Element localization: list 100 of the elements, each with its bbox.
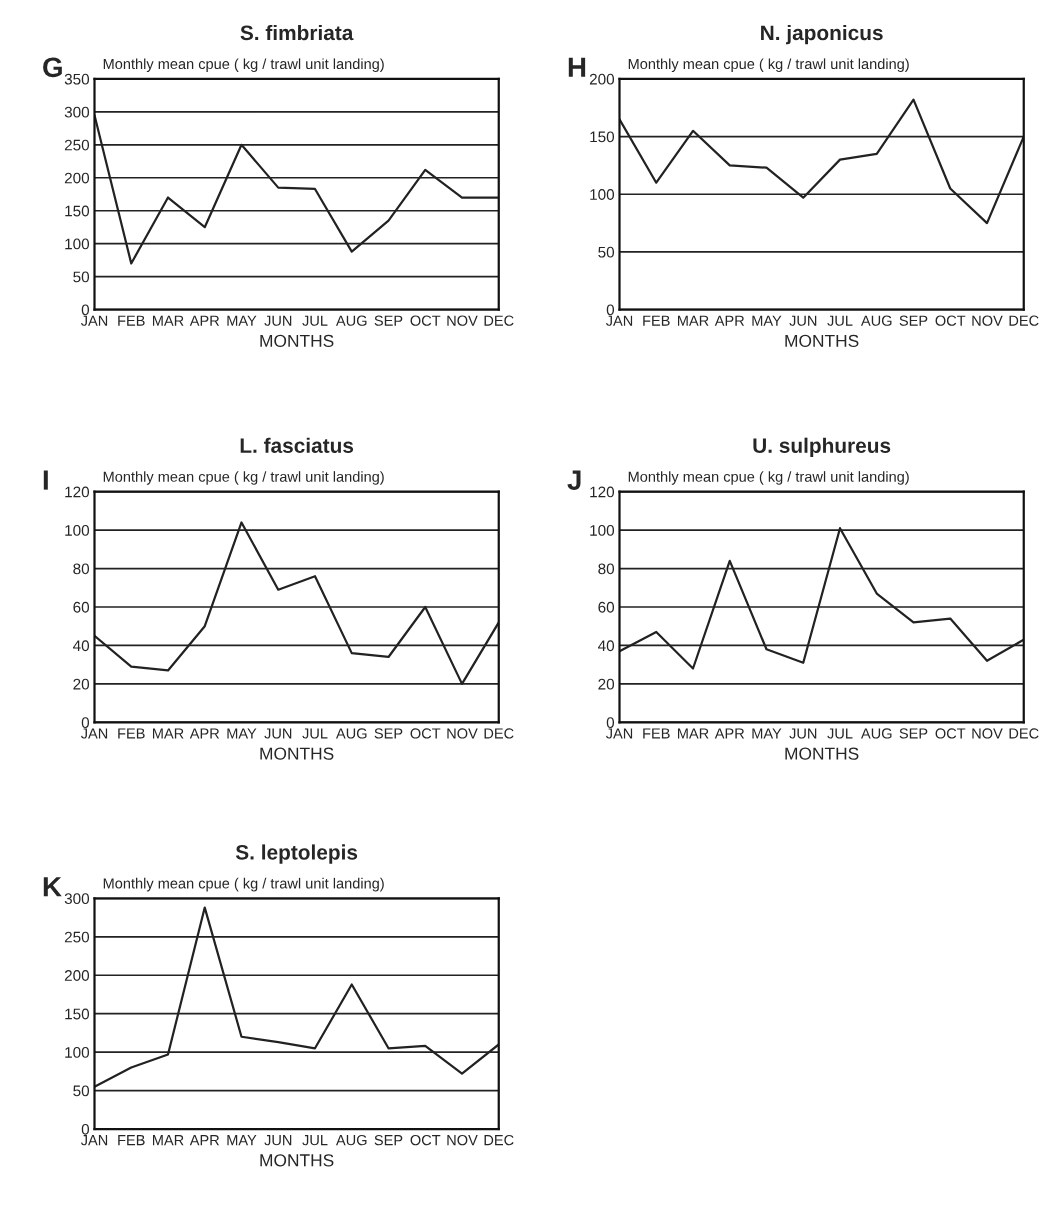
y-tick-label: 100 <box>65 1047 90 1058</box>
x-tick-label: JUL <box>302 1135 328 1146</box>
text: J <box>567 470 581 490</box>
x-tick-label: FEB <box>118 728 145 739</box>
x-tick-label: NOV <box>972 728 1003 739</box>
x-tick-label: DEC <box>484 728 514 739</box>
x-tick-label: JAN <box>80 1135 108 1146</box>
x-axis-title: MONTHS <box>785 747 859 760</box>
x-tick-label: MAR <box>152 315 184 326</box>
chart-title: U. sulphureus <box>753 437 891 458</box>
y-tick-label: 100 <box>590 189 615 200</box>
x-tick-label: JUL <box>827 315 853 326</box>
x-tick-label: OCT <box>410 315 441 326</box>
y-tick-label: 20 <box>73 678 90 690</box>
x-axis-title: MONTHS <box>785 334 859 348</box>
x-tick-label: MAR <box>677 728 709 739</box>
y-tick-label: 300 <box>64 106 90 118</box>
y-tick-label: 150 <box>65 1008 90 1020</box>
x-tick-label: OCT <box>410 1134 441 1146</box>
y-axis-title: Monthly mean cpue ( kg / trawl unit landing) <box>103 471 384 485</box>
y-tick-label: 0 <box>81 717 90 729</box>
x-tick-label: MAR <box>152 728 184 739</box>
y-tick-label: 100 <box>65 238 90 250</box>
x-tick-label: MAY <box>227 315 257 326</box>
line-series <box>619 527 1024 670</box>
y-tick-label: 200 <box>64 970 90 981</box>
y-tick-label: 0 <box>606 304 615 316</box>
y-tick-label: 60 <box>598 601 615 613</box>
y-tick-label: 20 <box>598 678 615 690</box>
y-tick-label: 40 <box>73 640 90 652</box>
x-tick-label: AUG <box>335 315 367 326</box>
x-tick-label: JUL <box>302 728 328 739</box>
x-tick-label: FEB <box>643 728 670 739</box>
y-axis-title: Monthly mean cpue ( kg / trawl unit landing) <box>103 58 384 72</box>
x-tick-label: DEC <box>484 1134 514 1146</box>
x-tick-label: JAN <box>605 728 633 739</box>
x-tick-label: SEP <box>374 315 403 326</box>
x-tick-label: OCT <box>935 728 966 739</box>
y-axis-title: Monthly mean cpue ( kg / trawl unit landing) <box>628 58 909 72</box>
y-tick-label: 60 <box>73 601 90 613</box>
x-tick-label: JAN <box>80 315 108 326</box>
x-tick-label: APR <box>189 1135 220 1146</box>
y-tick-label: 100 <box>590 524 615 536</box>
y-tick-label: 150 <box>590 131 615 143</box>
y-tick-label: 120 <box>65 486 90 498</box>
x-tick-label: AUG <box>860 315 892 326</box>
x-tick-label: NOV <box>972 315 1003 326</box>
x-tick-label: FEB <box>118 315 145 326</box>
y-tick-label: 50 <box>598 246 615 258</box>
y-tick-label: 0 <box>606 717 615 729</box>
x-tick-label: MAY <box>227 1135 257 1146</box>
x-tick-label: JUN <box>264 728 292 739</box>
x-tick-label: AUG <box>335 728 367 739</box>
x-tick-label: MAY <box>227 728 257 739</box>
x-tick-label: OCT <box>410 728 441 739</box>
y-tick-label: 80 <box>73 563 90 575</box>
x-tick-label: SEP <box>899 728 928 739</box>
line-series <box>94 906 499 1088</box>
x-tick-label: AUG <box>860 728 892 739</box>
x-axis-title: MONTHS <box>260 747 334 760</box>
x-tick-label: APR <box>189 728 220 739</box>
x-tick-label: FEB <box>643 315 670 326</box>
x-tick-label: DEC <box>484 315 514 326</box>
y-tick-label: 100 <box>65 524 90 536</box>
y-tick-label: 120 <box>590 486 615 498</box>
x-tick-label: MAY <box>752 315 782 326</box>
y-tick-label: 0 <box>81 304 90 316</box>
x-tick-label: FEB <box>118 1135 145 1146</box>
y-axis-title: Monthly mean cpue ( kg / trawl unit landing) <box>103 877 384 892</box>
x-tick-label: NOV <box>447 1134 478 1146</box>
x-axis-title: MONTHS <box>260 334 334 348</box>
y-tick-label: 50 <box>73 271 90 283</box>
x-axis-title: MONTHS <box>260 1154 334 1167</box>
text: I <box>43 470 48 490</box>
y-tick-label: 300 <box>64 893 90 905</box>
x-tick-label: JUN <box>789 315 817 326</box>
y-tick-label: 80 <box>598 563 615 575</box>
y-tick-label: 250 <box>64 139 90 151</box>
x-tick-label: DEC <box>1009 728 1039 739</box>
chart-title: L. fasciatus <box>240 437 354 453</box>
y-tick-label: 250 <box>64 931 90 943</box>
x-tick-label: SEP <box>374 1134 403 1146</box>
x-tick-label: APR <box>189 315 220 326</box>
chart-title: S. leptolepis <box>235 844 358 864</box>
y-tick-label: 0 <box>81 1123 90 1135</box>
x-tick-label: DEC <box>1009 315 1039 326</box>
y-tick-label: 40 <box>598 640 615 652</box>
y-axis-title: Monthly mean cpue ( kg / trawl unit landing) <box>628 471 909 485</box>
x-tick-label: AUG <box>335 1134 367 1146</box>
x-tick-label: MAR <box>677 315 709 326</box>
chart-title: N. japonicus <box>761 24 883 45</box>
y-tick-label: 200 <box>589 73 615 85</box>
x-tick-label: JAN <box>80 728 108 739</box>
x-tick-label: NOV <box>447 728 478 739</box>
x-tick-label: APR <box>714 315 745 326</box>
x-tick-label: JAN <box>605 315 633 326</box>
y-tick-label: 150 <box>65 205 90 217</box>
y-tick-label: 350 <box>64 73 90 85</box>
x-tick-label: APR <box>714 728 745 739</box>
x-tick-label: SEP <box>899 315 928 326</box>
